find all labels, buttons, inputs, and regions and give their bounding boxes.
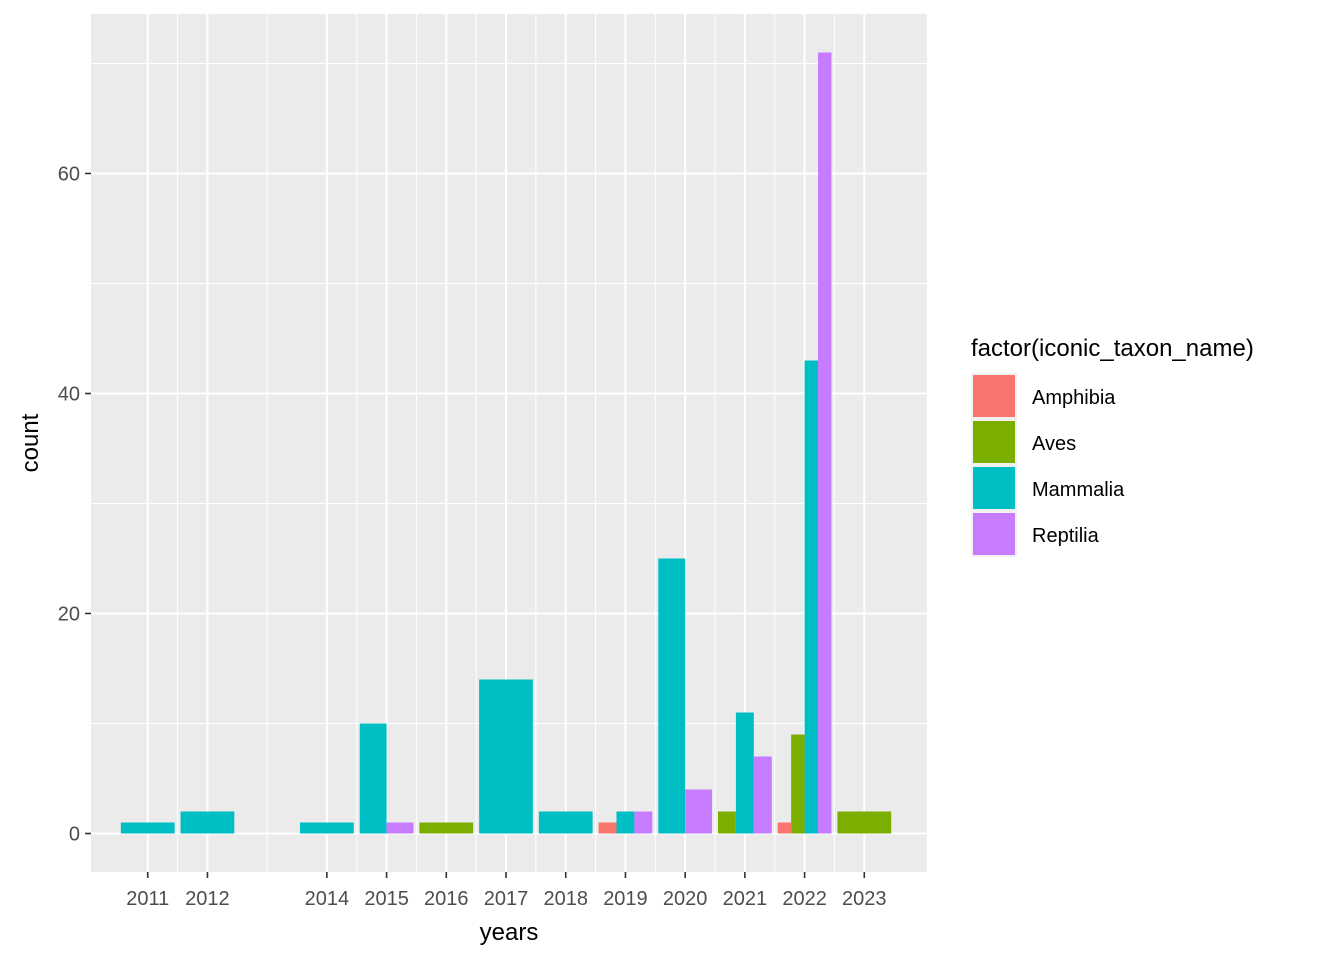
bar-amphibia-2022 [777,822,792,834]
bar-aves-2016 [419,822,474,834]
x-tick-label: 2014 [305,888,350,910]
bar-aves-2022 [791,734,805,834]
bar-mammalia-2015 [359,723,387,834]
y-axis: 0 20 40 60 [58,164,91,846]
bar-aves-2023 [837,811,892,834]
bar-reptilia-2020 [685,789,713,834]
y-tick-label: 20 [58,604,80,626]
x-tick-label: 2017 [484,888,529,910]
x-tick-label: 2015 [364,888,409,910]
minor-gridlines [91,14,927,872]
x-tick-label: 2019 [603,888,648,910]
legend-swatch-reptilia [973,513,1015,555]
legend-label-mammalia: Mammalia [1032,479,1125,501]
bar-reptilia-2015 [386,822,414,834]
x-tick-label: 2011 [126,888,169,910]
legend: factor(iconic_taxon_name) Amphibia Aves Ma… [971,335,1254,557]
legend-title: factor(iconic_taxon_name) [971,335,1254,362]
legend-label-reptilia: Reptilia [1032,525,1100,547]
bar-mammalia-2018 [538,811,593,834]
bar-amphibia-2019 [598,822,617,834]
legend-swatch-amphibia [973,375,1015,417]
legend-label-amphibia: Amphibia [1032,387,1116,409]
legend-label-aves: Aves [1032,433,1076,455]
y-axis-title: count [17,413,44,472]
x-tick-label: 2020 [663,888,708,910]
bar-mammalia-2019 [616,811,635,834]
y-tick-label: 40 [58,384,80,406]
bar-mammalia-2012 [180,811,235,834]
bar-aves-2021 [718,811,736,834]
x-tick-label: 2018 [543,888,588,910]
x-tick-label: 2021 [723,888,768,910]
bar-reptilia-2022 [818,52,832,834]
x-tick-label: 2016 [424,888,469,910]
x-tick-label: 2022 [782,888,827,910]
bar-mammalia-2014 [300,822,354,834]
x-axis: 2011 2012 2014 2015 2016 2017 2018 2019 2020 2021… [126,872,887,910]
legend-swatch-aves [973,421,1015,463]
y-tick-label: 0 [69,824,80,846]
bar-mammalia-2011 [120,822,175,834]
bar-series [120,52,892,834]
bar-mammalia-2017 [479,679,533,834]
bar-reptilia-2019 [634,811,653,834]
bar-mammalia-2021 [735,712,754,834]
bar-reptilia-2021 [753,756,772,834]
x-tick-label: 2023 [842,888,887,910]
y-tick-label: 60 [58,164,80,186]
legend-swatch-mammalia [973,467,1015,509]
legend-items: Amphibia Aves Mammalia Reptilia [971,373,1125,557]
bar-mammalia-2022 [804,360,819,834]
x-tick-label: 2012 [185,888,230,910]
bar-mammalia-2020 [658,558,686,834]
x-axis-title: years [480,919,539,946]
